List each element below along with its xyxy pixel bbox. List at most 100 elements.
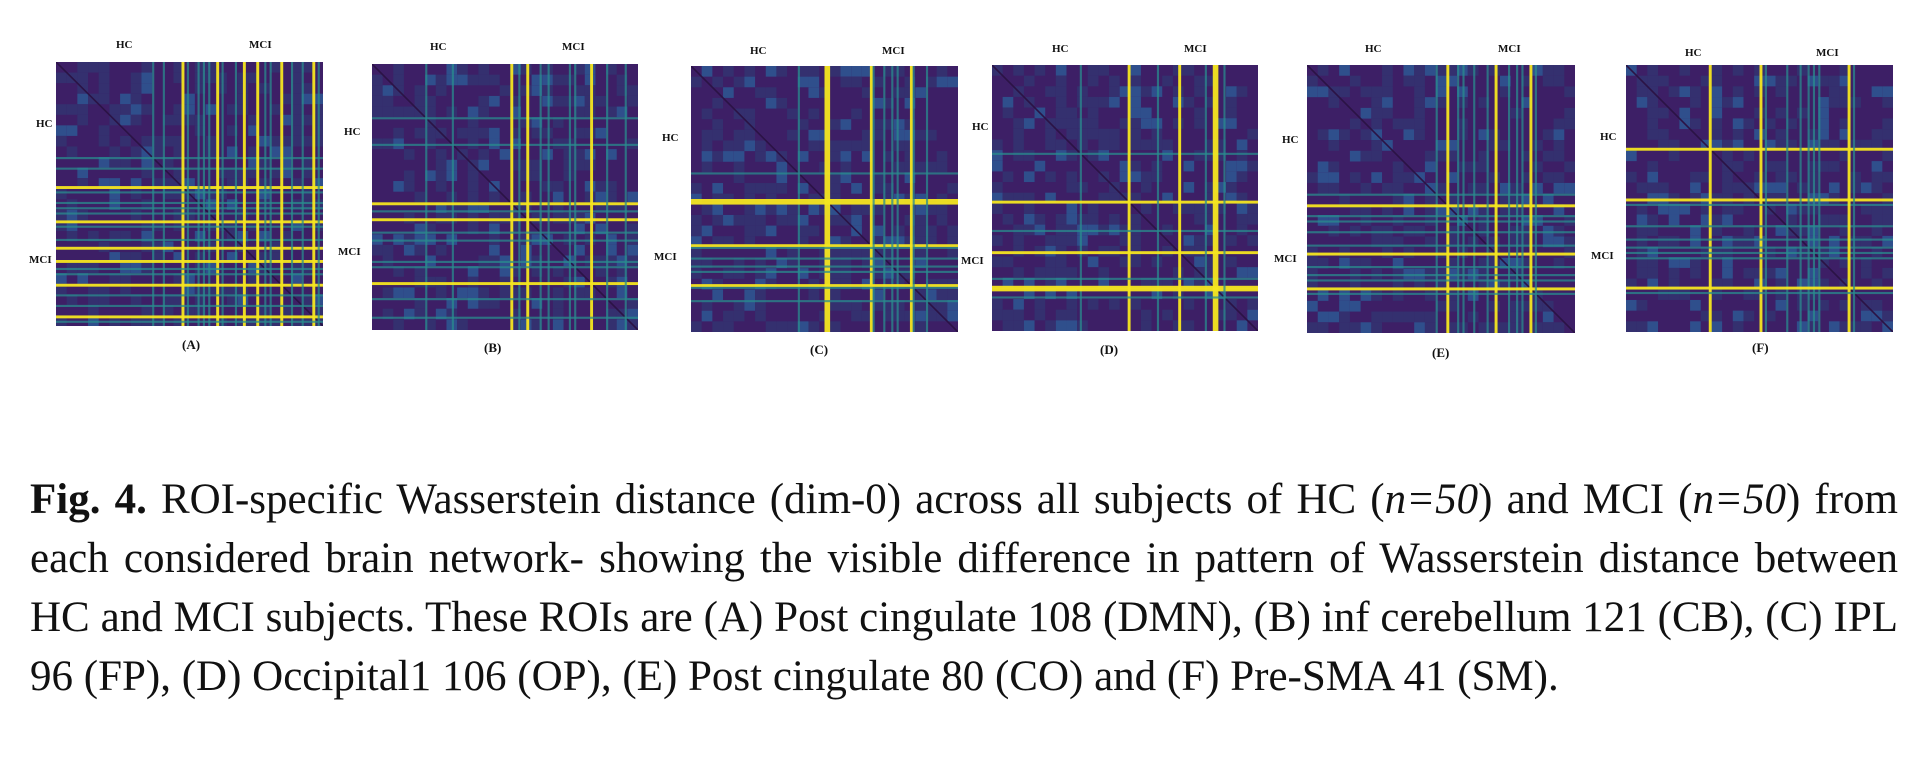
matrix-col-highlight (451, 64, 454, 330)
matrix-row-highlight (1626, 203, 1893, 206)
matrix-texture (1307, 65, 1575, 333)
matrix-col-highlight (1204, 65, 1207, 331)
matrix-col-highlight (518, 64, 521, 330)
matrix-col-highlight (1494, 65, 1498, 333)
matrix-row-highlight (691, 284, 958, 288)
panel-d-matrix (992, 65, 1258, 331)
panel-b-row-label-hc: HC (344, 126, 361, 138)
matrix-col-highlight (234, 62, 238, 326)
matrix-col-highlight (872, 66, 875, 332)
matrix-col-highlight (547, 64, 550, 330)
panel-d-label: (D) (1100, 342, 1119, 357)
matrix-row-highlight (56, 186, 323, 189)
matrix-col-highlight (1462, 65, 1465, 333)
matrix-row-highlight (372, 298, 638, 301)
panel-a-col-label-mci: MCI (249, 39, 272, 51)
panel-c-row-label-mci: MCI (654, 251, 677, 263)
panel-b-col-label-mci: MCI (562, 41, 585, 53)
matrix-col-highlight (317, 62, 320, 326)
matrix-col-highlight (574, 64, 577, 330)
matrix-col-highlight (590, 64, 594, 330)
panel-f-col-label-hc: HC (1685, 47, 1702, 59)
matrix-row-highlight (1307, 279, 1575, 282)
panel-a-row-label-hc: HC (36, 118, 53, 130)
matrix-row-highlight (56, 304, 323, 307)
matrix-col-highlight (1215, 65, 1219, 331)
matrix-row-highlight (691, 270, 958, 273)
matrix-row-highlight (372, 218, 638, 222)
matrix-row-highlight (992, 152, 1258, 155)
panel-e-matrix (1307, 65, 1575, 333)
panel-f-row-label-mci: MCI (1591, 250, 1614, 262)
matrix-row-highlight (691, 246, 958, 250)
panel-c-col-label-hc: HC (750, 45, 767, 57)
panel-a-col-label-hc: HC (116, 39, 133, 51)
matrix-col-highlight (152, 62, 155, 326)
matrix-row-highlight (56, 207, 323, 210)
matrix-row-highlight (56, 267, 323, 271)
matrix-col-highlight (1807, 65, 1810, 332)
matrix-col-highlight (1079, 65, 1082, 331)
matrix-row-highlight (56, 157, 323, 160)
matrix-col-highlight (1435, 65, 1438, 333)
matrix-col-highlight (280, 62, 284, 326)
panel-f-matrix (1626, 65, 1893, 332)
matrix-row-highlight (1307, 215, 1575, 218)
panel-b-row-label-mci: MCI (338, 246, 361, 258)
matrix-col-highlight (181, 62, 185, 326)
matrix-col-highlight (824, 66, 828, 332)
matrix-row-highlight (372, 143, 638, 146)
panel-e-col-label-hc: HC (1365, 43, 1382, 55)
matrix-row-highlight (372, 210, 638, 213)
matrix-col-highlight (1847, 65, 1851, 332)
matrix-row-highlight (992, 229, 1258, 233)
matrix-col-highlight (264, 62, 267, 326)
panel-b-col-label-hc: HC (430, 41, 447, 53)
matrix-texture (992, 65, 1258, 331)
panel-b-matrix (372, 64, 638, 330)
matrix-row-highlight (1307, 266, 1575, 269)
matrix-col-highlight (425, 64, 428, 330)
panel-c-label: (C) (810, 342, 829, 357)
matrix-row-highlight (1626, 238, 1893, 241)
matrix-row-highlight (1626, 251, 1893, 255)
matrix-col-highlight (883, 66, 886, 332)
matrix-col-highlight (1529, 65, 1533, 333)
matrix-row-highlight (992, 296, 1258, 299)
matrix-col-highlight (606, 64, 609, 330)
panel-a-label: (A) (182, 337, 201, 352)
matrix-col-highlight (208, 62, 211, 326)
matrix-row-highlight (56, 246, 323, 250)
panel-c-matrix (691, 66, 958, 332)
matrix-col-highlight (290, 62, 294, 326)
panel-f-row-label-hc: HC (1600, 131, 1617, 143)
caption-text-3: ) from each considered brain network- sh… (30, 476, 1898, 700)
matrix-row-highlight (56, 220, 323, 224)
matrix-row-highlight (1307, 193, 1575, 196)
caption-n-mci: n=50 (1692, 476, 1786, 523)
matrix-col-highlight (909, 66, 913, 332)
matrix-col-highlight (624, 64, 627, 330)
matrix-col-highlight (1178, 65, 1182, 331)
panel-d-col-label-mci: MCI (1184, 43, 1207, 55)
matrix-row-highlight (56, 212, 323, 215)
matrix-row-highlight (1626, 257, 1893, 260)
matrix-row-highlight (56, 191, 323, 194)
matrix-row-highlight (372, 282, 638, 286)
matrix-row-highlight (691, 286, 958, 289)
matrix-col-highlight (1534, 65, 1537, 333)
matrix-row-highlight (1626, 246, 1893, 249)
matrix-row-highlight (56, 201, 323, 205)
matrix-row-highlight (56, 315, 323, 319)
matrix-col-highlight (1799, 65, 1802, 332)
matrix-col-highlight (216, 62, 220, 326)
matrix-col-highlight (539, 64, 542, 330)
panel-f-label: (F) (1752, 340, 1769, 355)
matrix-row-highlight (56, 320, 323, 323)
matrix-col-highlight (301, 62, 304, 326)
matrix-row-highlight (691, 300, 958, 303)
matrix-diagonal (372, 64, 638, 330)
matrix-col-highlight (1212, 65, 1216, 331)
matrix-col-highlight (1508, 65, 1511, 333)
panel-e-row-label-hc: HC (1282, 134, 1299, 146)
